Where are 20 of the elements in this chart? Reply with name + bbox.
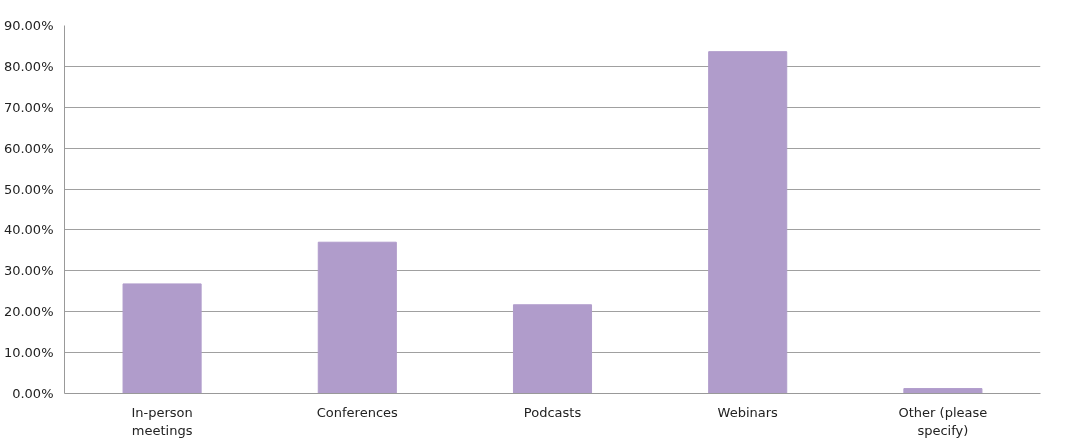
bar [317,241,397,394]
y-tick-label: 80.00% [3,58,54,74]
bar [512,304,593,394]
y-tick-label: 60.00% [3,140,54,156]
y-tick-label: 30.00% [3,263,54,279]
x-tick-label: Conferences [316,404,399,420]
y-tick-label: 10.00% [3,345,54,361]
x-tick-label: In-person meetings [131,404,193,438]
y-tick-label: 70.00% [3,99,54,115]
y-tick-label: 20.00% [3,304,54,320]
y-tick-label: 50.00% [3,181,54,197]
y-tick-label: 90.00% [3,18,54,33]
y-tick-label: 40.00% [3,222,54,238]
x-tick-label: Other (please specify) [898,404,988,438]
x-tick-label: Webinars [717,404,779,420]
y-tick-label: 0.00% [12,386,54,401]
bar [903,388,983,394]
bar [122,283,202,394]
x-tick-label: Podcasts [523,404,582,420]
bar [708,51,788,394]
